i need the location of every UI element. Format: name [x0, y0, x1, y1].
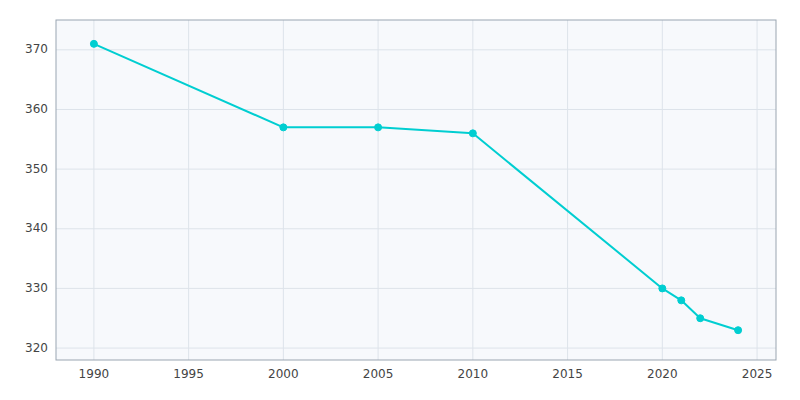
grid-line-x: [188, 20, 189, 360]
x-tick-label: 2015: [552, 367, 583, 381]
grid-line-x: [283, 20, 284, 360]
point: [659, 285, 666, 292]
y-tick-label: 340: [25, 221, 48, 235]
y-tick-label: 350: [25, 162, 48, 176]
grid-line-x: [567, 20, 568, 360]
grid: [56, 20, 776, 360]
y-tick-label: 360: [25, 102, 48, 116]
plot-frame: [56, 20, 776, 360]
grid-line-x: [757, 20, 758, 360]
grid-line-y: [56, 228, 776, 229]
x-tick-label: 2005: [363, 367, 394, 381]
grid-line-x: [93, 20, 94, 360]
grid-line-y: [56, 348, 776, 349]
x-tick-label: 2010: [458, 367, 489, 381]
grid-line-y: [56, 288, 776, 289]
grid-line-x: [472, 20, 473, 360]
x-tick-label: 1990: [79, 367, 110, 381]
x-tick-label: 2025: [742, 367, 773, 381]
plot-background: [56, 20, 776, 360]
x-tick-label: 2020: [647, 367, 678, 381]
point: [469, 130, 476, 137]
grid-line-x: [378, 20, 379, 360]
grid-line-y: [56, 169, 776, 170]
y-tick-label: 370: [25, 42, 48, 56]
chart-container: 320 330 340 350 360 370 1990 1995 2000 2005 2010 20…: [0, 0, 800, 400]
point: [375, 124, 382, 131]
point: [697, 315, 704, 322]
x-tick-label: 1995: [173, 367, 204, 381]
line: [94, 44, 738, 330]
point: [678, 297, 685, 304]
point: [90, 40, 97, 47]
grid-line-y: [56, 49, 776, 50]
point: [280, 124, 287, 131]
chart-svg: 320 330 340 350 360 370 1990 1995 2000 2005 2010 20…: [0, 0, 800, 400]
y-tick-label: 330: [25, 281, 48, 295]
y-tick-label: 320: [25, 341, 48, 355]
grid-line-y: [56, 109, 776, 110]
axes: 320 330 340 350 360 370 1990 1995 2000 2005 2010 20…: [25, 42, 772, 381]
point: [735, 327, 742, 334]
data-layer: [90, 40, 741, 333]
grid-line-x: [662, 20, 663, 360]
x-tick-label: 2000: [268, 367, 299, 381]
